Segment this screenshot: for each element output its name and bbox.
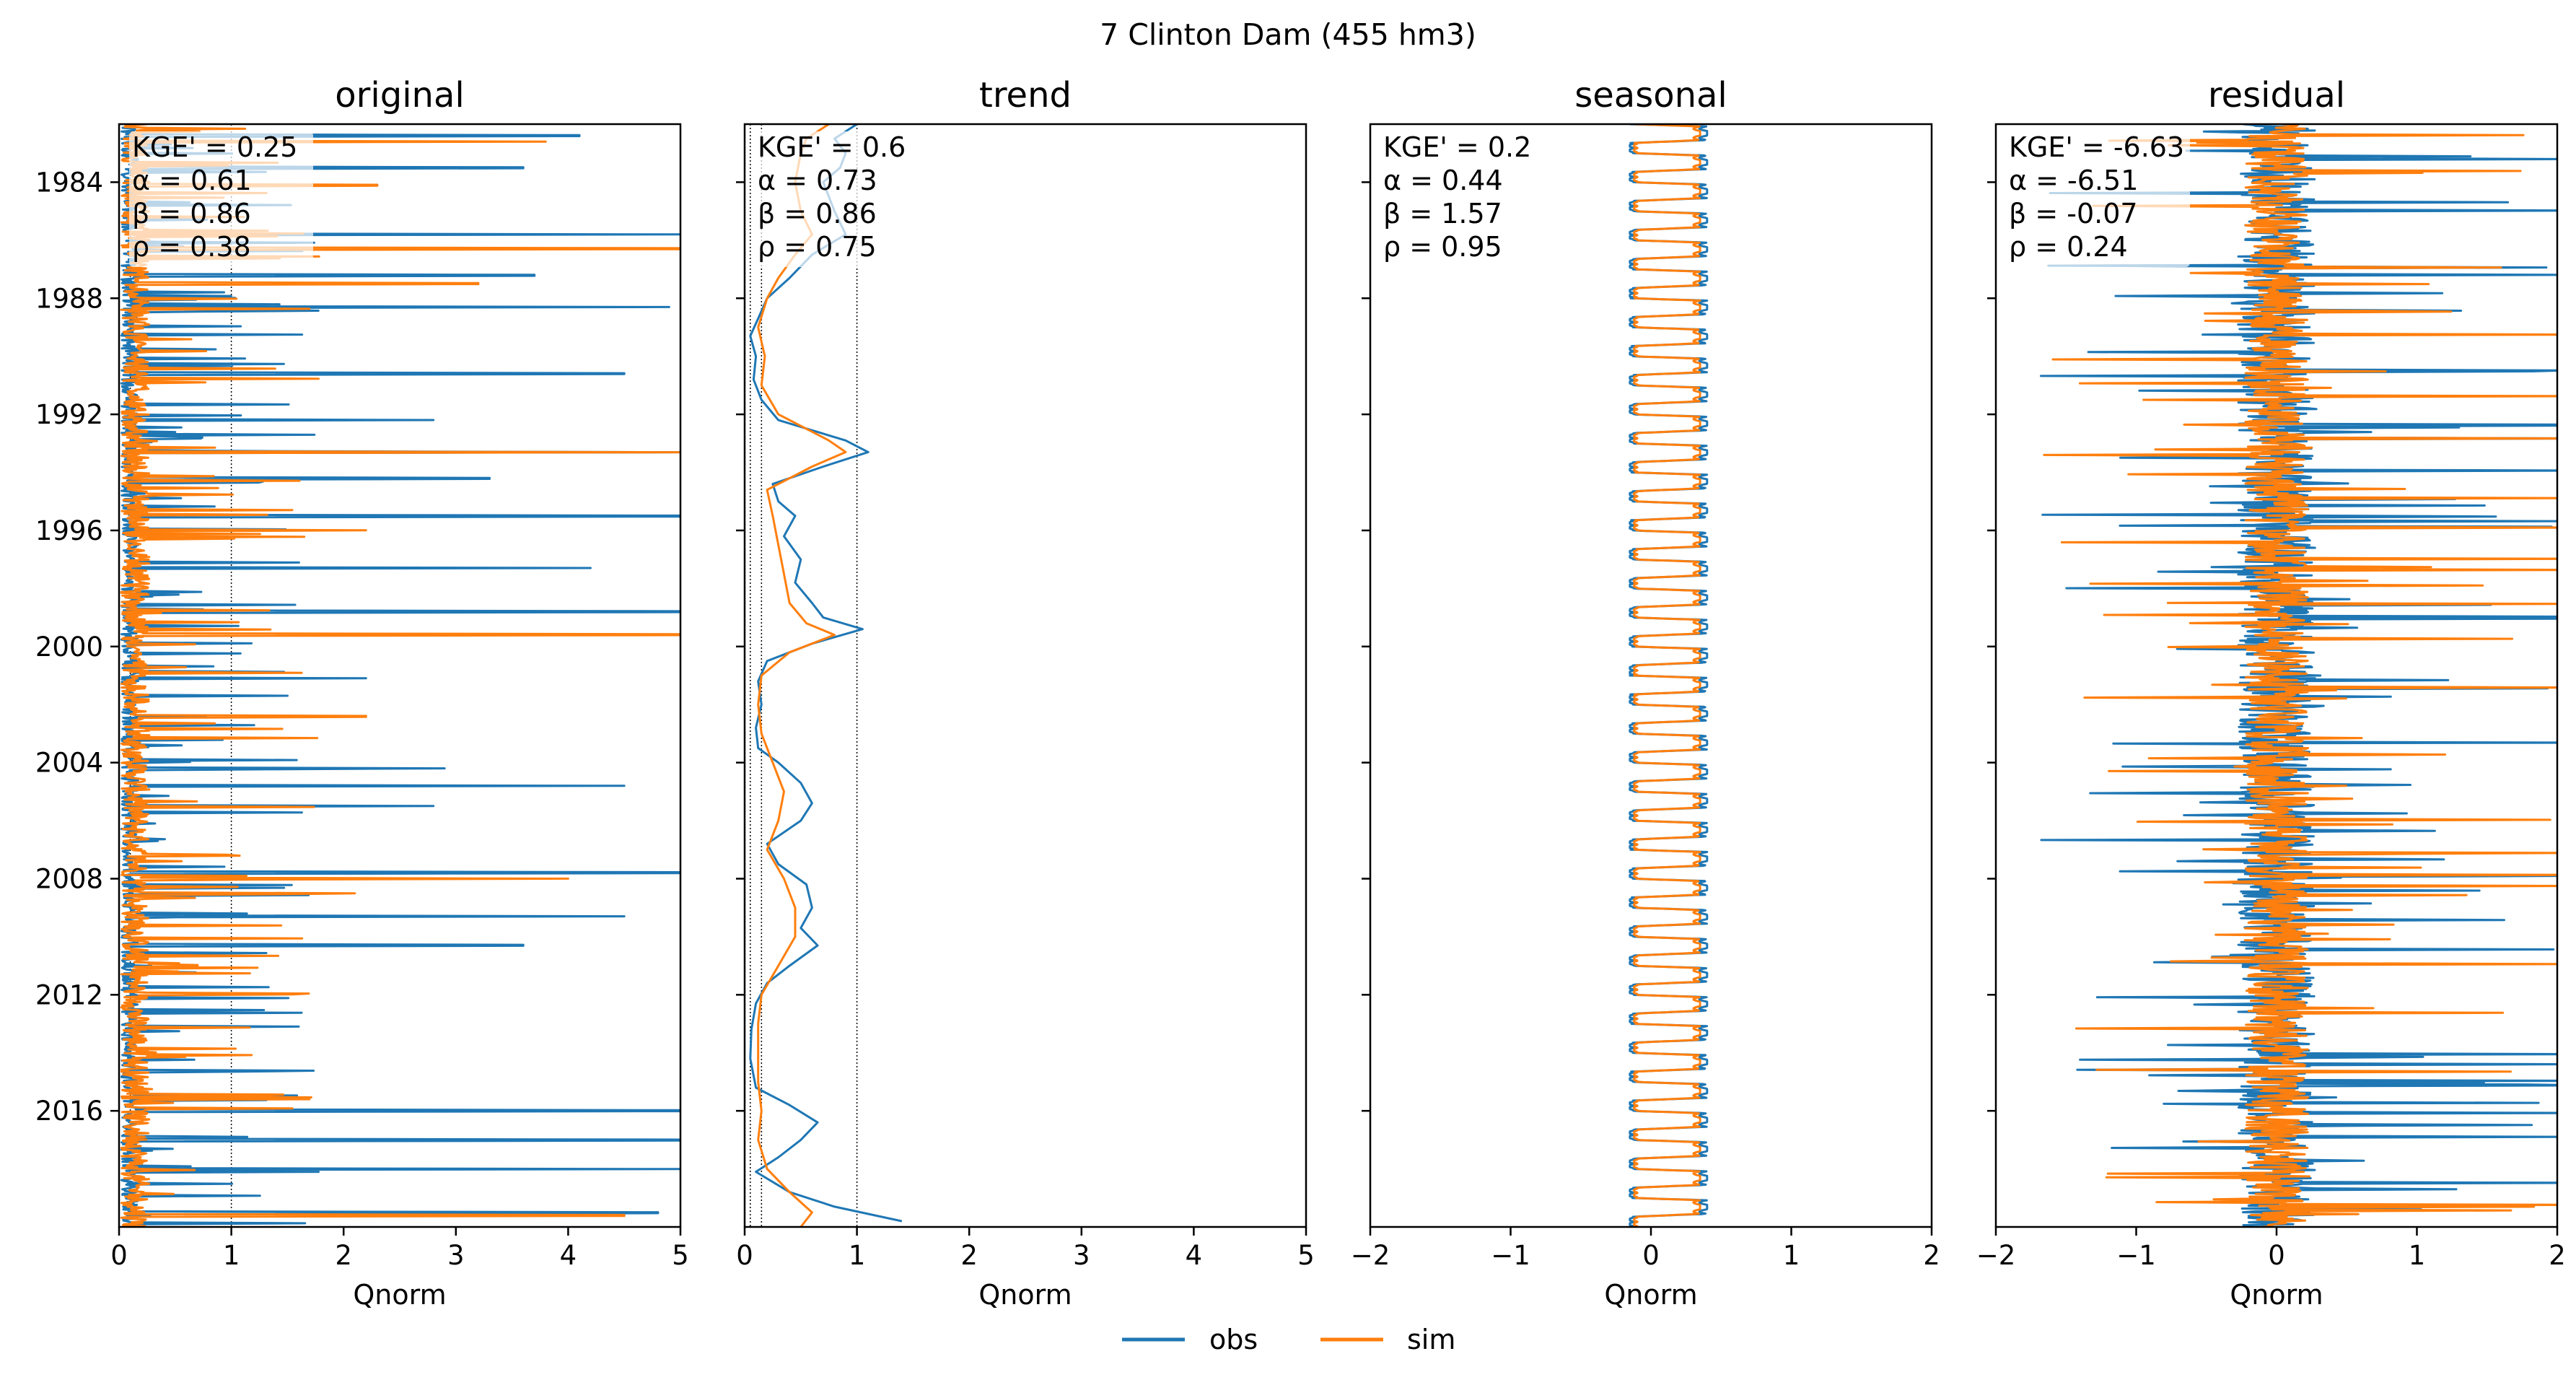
legend-obs-label: obs bbox=[1209, 1324, 1258, 1355]
stats-box-bg bbox=[755, 131, 939, 267]
y-tick-label: 2000 bbox=[35, 632, 103, 663]
y-tick-label: 1996 bbox=[35, 515, 103, 546]
plot-area bbox=[2039, 124, 2557, 1227]
stat-line: α = 0.73 bbox=[758, 165, 877, 196]
plot-area bbox=[749, 124, 903, 1227]
stat-line: β = -0.07 bbox=[2009, 198, 2138, 230]
x-tick-label: 3 bbox=[447, 1240, 465, 1271]
x-tick-label: 5 bbox=[672, 1240, 689, 1271]
x-tick-label: 1 bbox=[849, 1240, 866, 1271]
stat-line: β = 0.86 bbox=[758, 198, 877, 230]
panel-title: trend bbox=[979, 75, 1072, 115]
panel-title: residual bbox=[2208, 75, 2345, 115]
plot-area bbox=[1629, 124, 1709, 1227]
series-sim bbox=[757, 124, 847, 1227]
stats-box-bg bbox=[1380, 131, 1564, 267]
x-tick-label: 2 bbox=[2549, 1240, 2566, 1271]
stat-line: β = 1.57 bbox=[1383, 198, 1502, 230]
stat-line: KGE' = -6.63 bbox=[2009, 131, 2184, 163]
x-tick-label: 4 bbox=[1186, 1240, 1203, 1271]
y-tick-label: 1992 bbox=[35, 399, 103, 430]
stat-line: ρ = 0.24 bbox=[2009, 231, 2128, 263]
x-axis-label: Qnorm bbox=[978, 1279, 1072, 1311]
y-tick-label: 2012 bbox=[35, 979, 103, 1010]
stats-box-bg bbox=[2006, 131, 2190, 267]
panel-title: seasonal bbox=[1574, 75, 1727, 115]
x-axis-label: Qnorm bbox=[1604, 1279, 1697, 1311]
x-tick-label: 0 bbox=[736, 1240, 753, 1271]
stats-box: KGE' = -6.63α = -6.51β = -0.07ρ = 0.24 bbox=[2006, 131, 2190, 267]
x-axis-label: Qnorm bbox=[2230, 1279, 2323, 1311]
x-tick-label: 0 bbox=[2268, 1240, 2285, 1271]
y-tick-label: 1988 bbox=[35, 283, 103, 314]
y-tick-label: 2016 bbox=[35, 1096, 103, 1127]
x-tick-label: 0 bbox=[110, 1240, 128, 1271]
stat-line: ρ = 0.75 bbox=[758, 231, 877, 263]
series-sim bbox=[120, 124, 680, 1227]
stat-line: ρ = 0.38 bbox=[132, 231, 251, 263]
stat-line: α = 0.61 bbox=[132, 165, 252, 196]
panel-original: original 0 1 2 3 4 5 Qnorm 1984 1988 1992 1996 2000 2… bbox=[35, 75, 689, 1311]
stat-line: α = 0.44 bbox=[1383, 165, 1503, 196]
x-tick-label: −2 bbox=[1976, 1240, 2016, 1271]
legend: obs sim bbox=[1122, 1324, 1455, 1355]
x-tick-label: −1 bbox=[1491, 1240, 1530, 1271]
x-tick-label: 1 bbox=[223, 1240, 240, 1271]
x-tick-label: −2 bbox=[1351, 1240, 1390, 1271]
figure-suptitle: 7 Clinton Dam (455 hm3) bbox=[1100, 17, 1476, 52]
x-tick-label: 2 bbox=[335, 1240, 352, 1271]
stat-line: KGE' = 0.25 bbox=[132, 131, 297, 163]
y-tick-label: 2008 bbox=[35, 863, 103, 894]
series-obs bbox=[120, 124, 680, 1227]
x-tick-label: 2 bbox=[1923, 1240, 1940, 1271]
axes-frame bbox=[118, 123, 682, 1228]
stats-box: KGE' = 0.6α = 0.73β = 0.86ρ = 0.75 bbox=[755, 131, 939, 267]
y-tick-label: 1984 bbox=[35, 167, 103, 198]
x-tick-label: 1 bbox=[1783, 1240, 1800, 1271]
x-tick-label: 0 bbox=[1642, 1240, 1660, 1271]
series-obs bbox=[1629, 124, 1709, 1227]
stats-box: KGE' = 0.25α = 0.61β = 0.86ρ = 0.38 bbox=[129, 131, 313, 267]
x-tick-label: 4 bbox=[560, 1240, 577, 1271]
stat-line: ρ = 0.95 bbox=[1383, 231, 1502, 263]
series-sim bbox=[2043, 124, 2557, 1227]
y-tick-label: 2004 bbox=[35, 748, 103, 779]
stats-box: KGE' = 0.2α = 0.44β = 1.57ρ = 0.95 bbox=[1380, 131, 1564, 267]
stat-line: β = 0.86 bbox=[132, 198, 251, 230]
series-obs bbox=[2039, 124, 2557, 1227]
stat-line: KGE' = 0.6 bbox=[758, 131, 906, 163]
panel-seasonal: seasonal −2 −1 0 1 2 Qnorm KGE' = 0.2α = 0.44β … bbox=[1351, 75, 1940, 1311]
panel-residual: residual −2 −1 0 1 2 Qnorm KGE' = -6.63α = -6.5… bbox=[1976, 75, 2566, 1311]
stats-box-bg bbox=[129, 131, 313, 267]
series-sim bbox=[1633, 124, 1701, 1227]
stat-line: KGE' = 0.2 bbox=[1383, 131, 1531, 163]
axes-frame bbox=[743, 123, 1307, 1228]
stat-line: α = -6.51 bbox=[2009, 165, 2138, 196]
x-tick-label: 1 bbox=[2409, 1240, 2426, 1271]
x-tick-label: −1 bbox=[2116, 1240, 2156, 1271]
x-tick-label: 5 bbox=[1297, 1240, 1315, 1271]
panel-trend: trend 0 1 2 3 4 5 Qnorm KGE' = 0.6α = 0.73β = 0.… bbox=[736, 75, 1315, 1311]
x-tick-label: 3 bbox=[1073, 1240, 1090, 1271]
x-tick-label: 2 bbox=[960, 1240, 978, 1271]
x-axis-label: Qnorm bbox=[353, 1279, 446, 1311]
legend-sim-label: sim bbox=[1407, 1324, 1455, 1355]
panel-title: original bbox=[335, 75, 464, 115]
plot-area bbox=[120, 124, 680, 1227]
